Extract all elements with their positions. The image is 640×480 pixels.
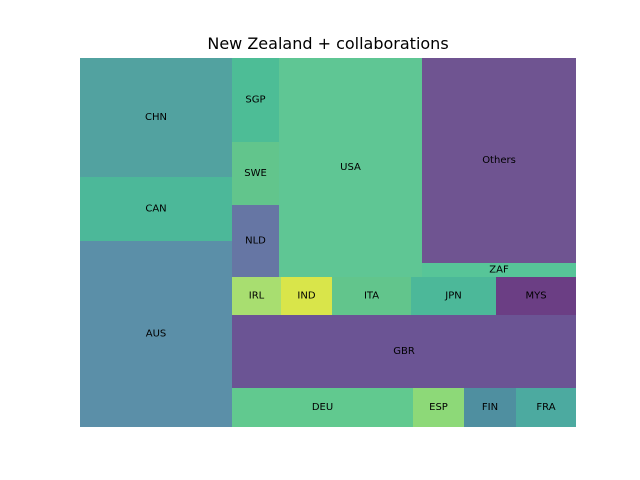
treemap-cell-aus xyxy=(80,241,232,427)
treemap-cell-sgp xyxy=(232,58,279,142)
treemap-label-deu: DEU xyxy=(312,402,333,413)
treemap-label-ita: ITA xyxy=(364,291,379,302)
treemap-label-usa: USA xyxy=(340,162,361,173)
treemap-label-nld: NLD xyxy=(245,236,266,247)
treemap-label-fin: FIN xyxy=(482,402,498,413)
treemap-label-sgp: SGP xyxy=(245,95,265,106)
treemap-label-jpn: JPN xyxy=(444,291,461,302)
treemap-label-swe: SWE xyxy=(244,168,267,179)
treemap-label-ind: IND xyxy=(297,291,315,302)
treemap-cell-zaf xyxy=(422,263,576,277)
treemap-cell-swe xyxy=(232,142,279,205)
treemap-cell-fin xyxy=(464,388,516,427)
chart-title: New Zealand + collaborations xyxy=(207,34,448,53)
treemap-cell-ita xyxy=(332,277,411,315)
treemap-label-gbr: GBR xyxy=(393,346,415,357)
treemap-cell-gbr xyxy=(232,315,576,388)
treemap-label-chn: CHN xyxy=(145,112,167,123)
treemap-cell-chn xyxy=(80,58,232,177)
treemap-cells: AUS CHN CAN SGP SWE NLD USA Others ZAF IRL IND ITA J… xyxy=(80,58,576,427)
treemap-label-fra: FRA xyxy=(536,402,555,413)
treemap-cell-fra xyxy=(516,388,576,427)
treemap-cell-can xyxy=(80,177,232,241)
treemap-label-can: CAN xyxy=(145,204,166,215)
treemap-label-aus: AUS xyxy=(146,329,167,340)
treemap-label-others: Others xyxy=(482,155,516,166)
treemap-label-zaf: ZAF xyxy=(489,265,509,276)
treemap-cell-deu xyxy=(232,388,413,427)
treemap-label-irl: IRL xyxy=(249,291,265,302)
treemap-label-esp: ESP xyxy=(429,402,448,413)
treemap-cell-nld xyxy=(232,205,279,277)
treemap-cell-others xyxy=(422,58,576,263)
treemap-cell-irl xyxy=(232,277,281,315)
treemap-label-mys: MYS xyxy=(525,291,546,302)
treemap-cell-mys xyxy=(496,277,576,315)
treemap-cell-usa xyxy=(279,58,422,277)
treemap-cell-jpn xyxy=(411,277,496,315)
treemap-cell-esp xyxy=(413,388,464,427)
treemap-cell-ind xyxy=(281,277,332,315)
